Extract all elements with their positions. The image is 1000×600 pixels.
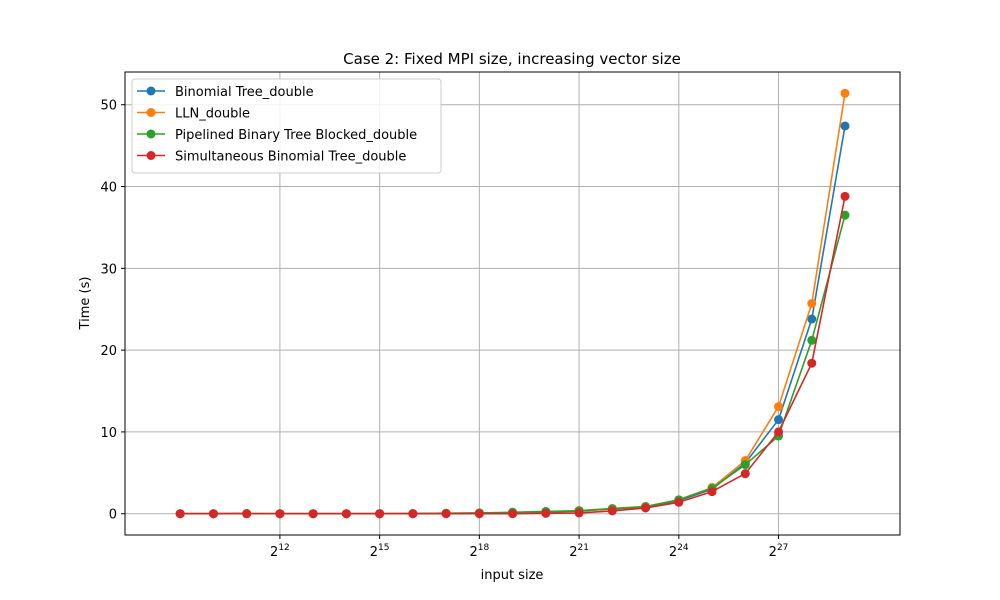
data-point bbox=[408, 509, 418, 519]
data-point bbox=[774, 415, 784, 425]
legend-frame bbox=[131, 78, 442, 174]
series-4 bbox=[175, 191, 850, 519]
legend-label: LLN_double bbox=[175, 107, 250, 122]
data-point bbox=[674, 497, 684, 507]
legend-item: Pipelined Binary Tree Blocked_double bbox=[137, 128, 417, 143]
data-point bbox=[840, 191, 850, 201]
tick-layer: 212 215 218 221 224 227 0 10 20 30 40 50 bbox=[100, 99, 788, 560]
x-tick-label: 215 bbox=[370, 543, 390, 560]
data-point bbox=[607, 506, 617, 516]
legend: Binomial Tree_double LLN_double Pipelined … bbox=[131, 78, 442, 174]
data-point bbox=[840, 88, 850, 98]
data-point bbox=[441, 509, 451, 519]
x-tick-label: 218 bbox=[469, 543, 489, 560]
data-point bbox=[840, 210, 850, 220]
data-point bbox=[740, 460, 750, 470]
data-point bbox=[574, 508, 584, 518]
legend-swatch-marker bbox=[146, 129, 156, 139]
x-tick-label: 227 bbox=[769, 543, 789, 560]
legend-swatch-marker bbox=[146, 86, 156, 96]
data-point bbox=[740, 469, 750, 479]
data-point bbox=[807, 314, 817, 324]
x-tick-label: 221 bbox=[569, 543, 589, 560]
data-point bbox=[807, 358, 817, 368]
data-point bbox=[208, 509, 218, 519]
legend-item: LLN_double bbox=[137, 107, 250, 122]
x-tick-label: 224 bbox=[669, 543, 689, 560]
y-tick-label: 40 bbox=[100, 181, 117, 196]
data-point bbox=[508, 509, 518, 519]
data-point bbox=[175, 509, 185, 519]
data-point bbox=[375, 509, 385, 519]
legend-item: Simultaneous Binomial Tree_double bbox=[137, 150, 406, 165]
data-point bbox=[707, 487, 717, 497]
legend-swatch-marker bbox=[146, 151, 156, 160]
plot-frame bbox=[124, 71, 901, 536]
data-point bbox=[242, 509, 252, 519]
data-point bbox=[807, 335, 817, 345]
y-tick-label: 30 bbox=[100, 262, 117, 277]
data-point bbox=[308, 509, 318, 519]
x-tick-label: 212 bbox=[270, 543, 290, 560]
chart-title: Case 2: Fixed MPI size, increasing vecto… bbox=[343, 50, 681, 68]
legend-item: Binomial Tree_double bbox=[137, 85, 314, 100]
data-point bbox=[541, 508, 551, 518]
series-layer bbox=[175, 88, 850, 519]
legend-label: Binomial Tree_double bbox=[175, 85, 314, 100]
y-axis-label: Time (s) bbox=[78, 277, 93, 331]
legend-swatch-marker bbox=[146, 108, 156, 117]
y-tick-label: 20 bbox=[100, 344, 117, 359]
data-point bbox=[275, 509, 285, 519]
data-point bbox=[474, 509, 484, 519]
data-point bbox=[774, 427, 784, 437]
y-tick-label: 0 bbox=[109, 508, 117, 523]
legend-label: Simultaneous Binomial Tree_double bbox=[175, 150, 406, 165]
x-axis-label: input size bbox=[481, 568, 544, 583]
y-tick-label: 50 bbox=[100, 99, 117, 114]
data-point bbox=[840, 121, 850, 131]
data-point bbox=[341, 509, 351, 519]
y-tick-label: 10 bbox=[100, 426, 117, 441]
legend-label: Pipelined Binary Tree Blocked_double bbox=[175, 128, 417, 143]
data-point bbox=[807, 299, 817, 308]
data-point bbox=[641, 503, 651, 513]
data-point bbox=[774, 402, 784, 412]
